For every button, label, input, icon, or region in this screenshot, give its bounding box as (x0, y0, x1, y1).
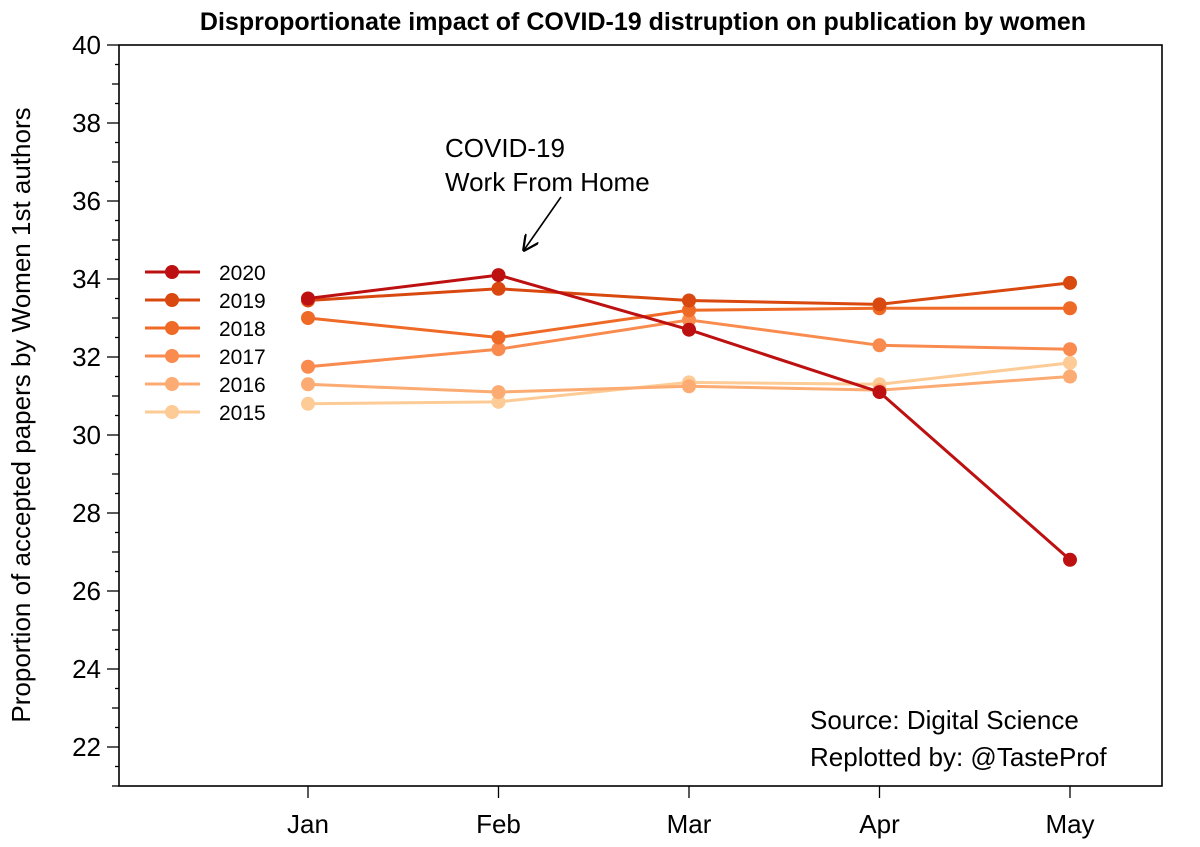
data-point-2017-Mar (682, 312, 696, 327)
data-point-2015-Feb (491, 394, 506, 409)
x-tick-label: Jan (287, 809, 329, 839)
data-point-2016-Feb (491, 385, 506, 400)
y-tick-label: 40 (72, 30, 101, 60)
y-axis-label: Proportion of accepted papers by Women 1… (6, 107, 36, 722)
covid-annotation: COVID-19 Work From Home (445, 133, 650, 250)
legend-label: 2018 (219, 318, 266, 341)
data-point-2015-May (1063, 355, 1077, 370)
y-tick-label: 36 (72, 186, 101, 216)
data-point-2020-Mar (682, 322, 696, 337)
data-point-2019-May (1063, 275, 1077, 290)
y-tick-label: 26 (72, 576, 101, 606)
data-point-2016-Mar (682, 379, 696, 394)
legend-item-2020: 2020 (145, 262, 266, 285)
legend-marker (165, 293, 179, 307)
y-tick-label: 24 (72, 654, 101, 684)
legend-item-2015: 2015 (145, 402, 266, 425)
data-point-2019-Apr (872, 297, 887, 312)
source-line2: Replotted by: @TasteProf (810, 742, 1107, 772)
legend-item-2019: 2019 (145, 290, 266, 313)
source-note: Source: Digital Science Replotted by: @T… (810, 705, 1107, 772)
x-axis: Jan Feb Mar Apr May (287, 786, 1095, 839)
legend-item-2018: 2018 (145, 318, 266, 341)
data-point-2017-Apr (872, 338, 887, 353)
chart-title: Disproportionate impact of COVID-19 dist… (200, 8, 1086, 36)
annotation-line1: COVID-19 (445, 133, 565, 163)
legend-marker (165, 377, 179, 391)
data-point-2018-Feb (491, 330, 506, 345)
series-layer (301, 268, 1077, 567)
y-tick-label: 32 (72, 342, 101, 372)
annotation-arrow (524, 196, 562, 250)
y-tick-label: 28 (72, 498, 101, 528)
y-tick-label: 30 (72, 420, 101, 450)
data-point-2020-Jan (301, 291, 315, 306)
data-point-2020-Feb (491, 268, 506, 283)
data-point-2019-Feb (491, 281, 506, 296)
y-axis: 22 24 26 28 30 32 34 36 38 40 (72, 30, 119, 787)
series-2017 (301, 312, 1077, 374)
data-point-2017-May (1063, 342, 1077, 357)
legend-label: 2019 (219, 290, 266, 313)
x-tick-label: Apr (859, 809, 900, 839)
series-2018 (301, 301, 1077, 345)
annotation-line2: Work From Home (445, 167, 650, 197)
y-tick-label: 34 (72, 264, 101, 294)
legend-marker (165, 349, 179, 363)
legend-marker (165, 405, 179, 419)
legend-item-2016: 2016 (145, 374, 266, 397)
x-tick-label: May (1045, 809, 1094, 839)
legend-label: 2016 (219, 374, 266, 397)
legend-label: 2017 (219, 346, 266, 369)
legend: 2020 2019 2018 2017 2016 2015 (145, 262, 266, 425)
data-point-2017-Jan (301, 359, 315, 374)
x-tick-label: Mar (667, 809, 712, 839)
data-point-2016-Jan (301, 377, 315, 392)
source-line1: Source: Digital Science (810, 705, 1079, 735)
data-point-2020-May (1063, 552, 1077, 567)
legend-label: 2015 (219, 402, 266, 425)
data-point-2020-Apr (872, 385, 887, 400)
y-tick-label: 38 (72, 108, 101, 138)
series-2019 (301, 275, 1077, 312)
y-tick-label: 22 (72, 732, 101, 762)
data-point-2015-Jan (301, 396, 315, 411)
legend-item-2017: 2017 (145, 346, 266, 369)
data-point-2017-Feb (491, 342, 506, 357)
x-tick-label: Feb (476, 809, 521, 839)
legend-marker (165, 265, 179, 279)
legend-marker (165, 321, 179, 335)
data-point-2018-May (1063, 301, 1077, 316)
data-point-2019-Mar (682, 293, 696, 308)
legend-label: 2020 (219, 262, 266, 285)
data-point-2018-Mar (682, 303, 696, 318)
plot-area (118, 44, 1163, 787)
plot-frame (118, 44, 1163, 787)
series-2020 (301, 268, 1077, 567)
data-point-2018-Jan (301, 311, 315, 325)
data-point-2016-May (1063, 369, 1077, 384)
